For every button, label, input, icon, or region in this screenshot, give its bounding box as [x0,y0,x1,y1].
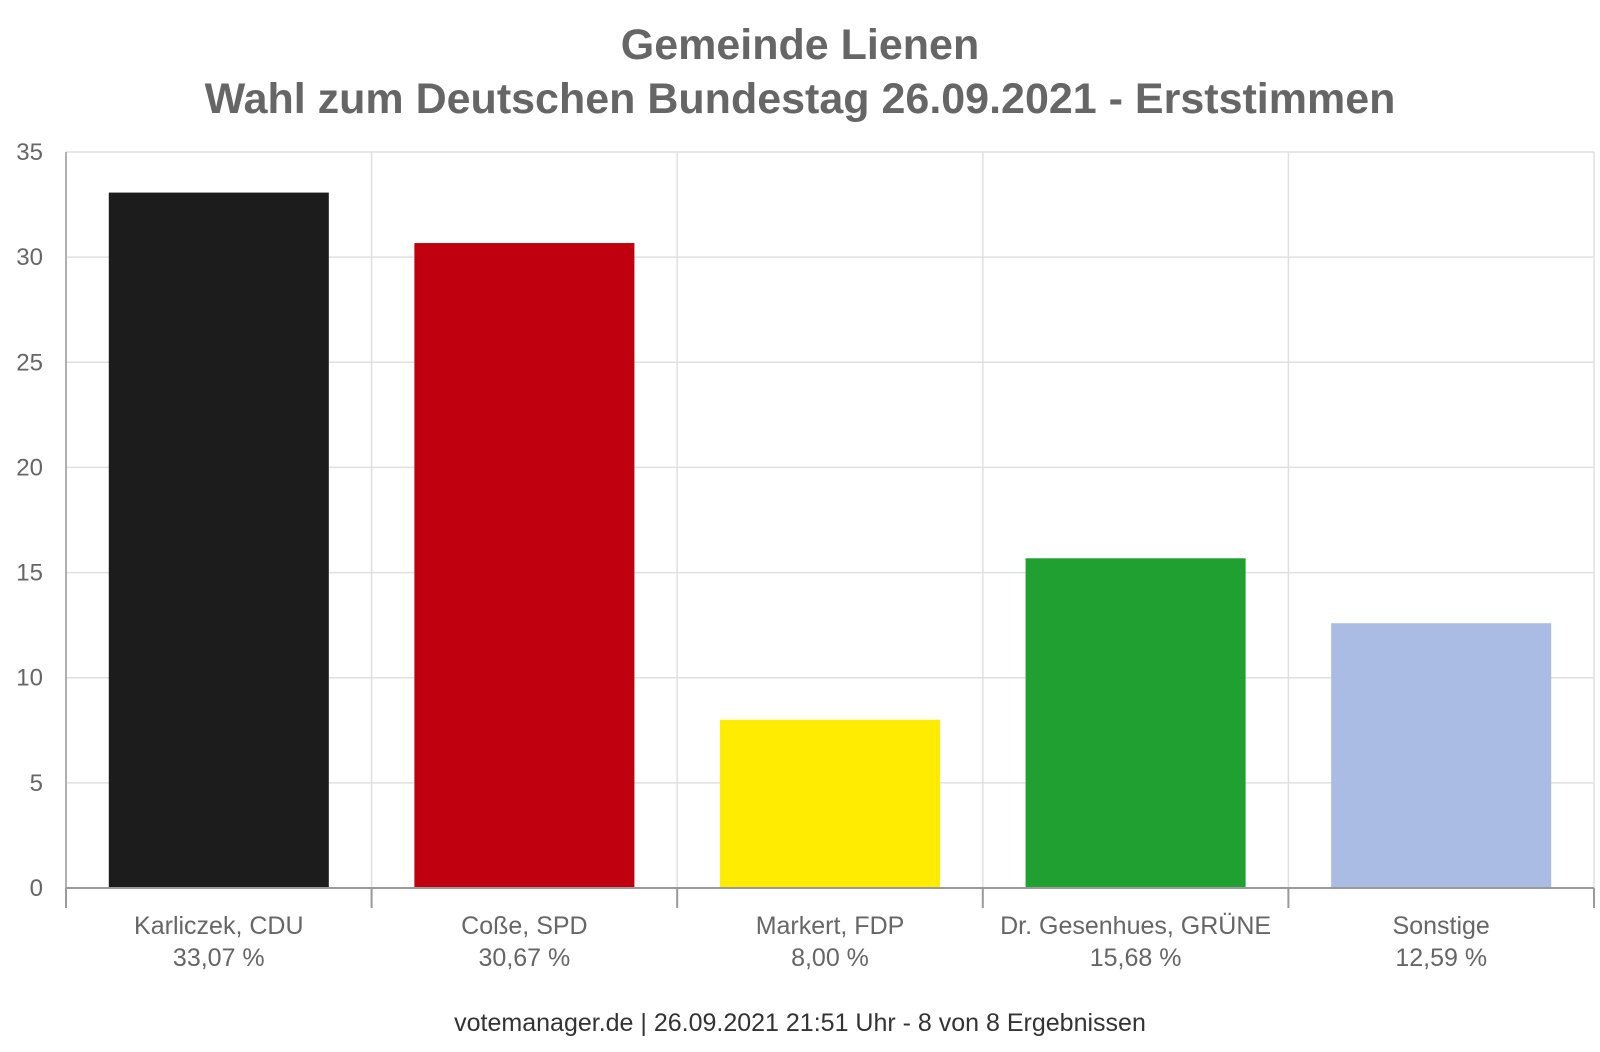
y-tick-label: 30 [16,244,43,271]
chart-subtitle-line: Wahl zum Deutschen Bundestag 26.09.2021 … [204,75,1396,123]
y-tick-label: 0 [30,875,43,902]
x-category-label: Markert, FDP [756,912,905,940]
bar [719,719,941,888]
bar [1331,623,1552,888]
x-value-label: 8,00 % [791,944,869,972]
x-category-label: Sonstige [1393,912,1490,940]
x-value-label: 30,67 % [479,944,571,972]
x-value-label: 15,68 % [1090,944,1182,972]
y-tick-label: 20 [16,454,43,481]
bar [108,192,329,888]
bars [108,192,1552,888]
x-value-label: 12,59 % [1395,944,1487,972]
bar [414,243,635,888]
bar [1025,558,1246,888]
labels: 0 5 10 15 20 25 30 35 Karliczek, CDU 33,07 % Coße,… [16,139,1490,972]
x-category-label: Dr. Gesenhues, GRÜNE [1000,912,1271,940]
x-value-label: 33,07 % [173,944,265,972]
x-category-label: Coße, SPD [461,912,587,940]
y-tick-label: 35 [16,139,43,166]
chart-title: Gemeinde Lienen Wahl zum Deutschen Bunde… [0,18,1600,126]
chart-credit: votemanager.de | 26.09.2021 21:51 Uhr - … [454,1009,1146,1037]
chart-title-line: Gemeinde Lienen [620,21,980,69]
y-tick-label: 5 [30,770,43,797]
y-tick-label: 10 [16,665,43,692]
y-tick-label: 25 [16,349,43,376]
axes [65,152,1595,908]
y-tick-label: 15 [16,560,43,587]
x-category-label: Karliczek, CDU [134,912,303,940]
